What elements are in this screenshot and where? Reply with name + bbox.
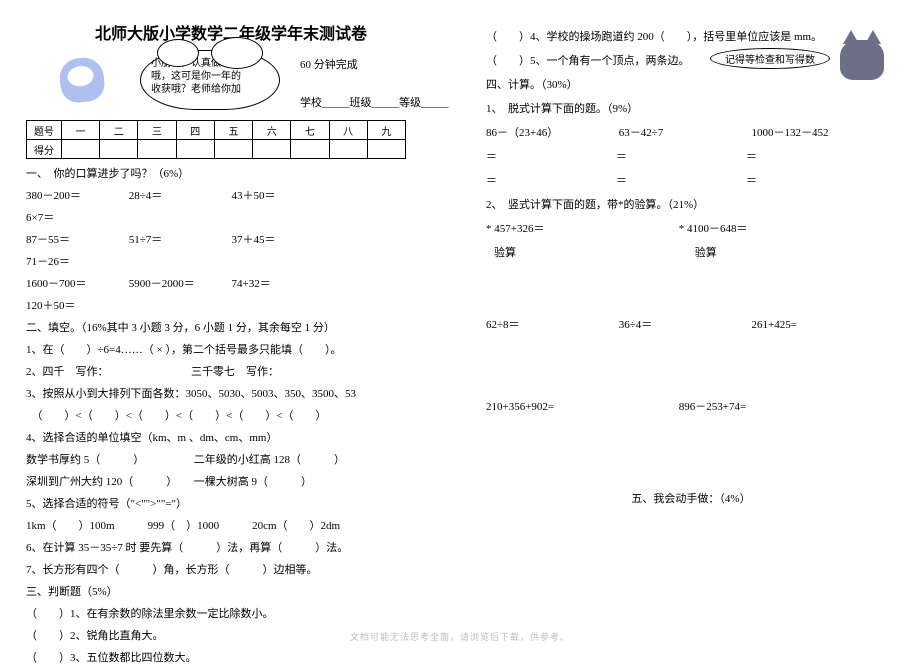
score-col: 一: [62, 121, 100, 140]
calc-row: 6×7＝: [26, 209, 436, 225]
reminder-callout: 记得等检查和写得数: [710, 48, 830, 69]
school-line: 学校_____班级_____等级_____: [300, 94, 449, 110]
expr: 62÷8＝: [486, 316, 616, 332]
score-col: 七: [291, 121, 329, 140]
expr: * 4100－648＝: [679, 220, 869, 236]
cloud-line: 收获哦？老师给你加: [151, 83, 269, 96]
expr: 1000－132－452: [752, 124, 882, 140]
expr-row: 62÷8＝ 36÷4＝ 261+425=: [486, 316, 896, 332]
judge-line: （ ）1、在有余数的除法里余数一定比除数小。: [26, 605, 436, 621]
sub-title: 1、 脱式计算下面的题。（9%）: [486, 100, 896, 116]
expr: 63－42÷7: [619, 124, 749, 140]
calc: 87－55＝: [26, 231, 126, 247]
score-col: 九: [367, 121, 405, 140]
right-column: （ ）4、学校的操场跑道约 200（ ），括号里单位应该是 mm。 （ ）5、一…: [460, 0, 920, 620]
expr: 210+356+902=: [486, 401, 676, 413]
calc: 1600－700＝: [26, 275, 126, 291]
judge-line: （ ）5、一个角有一个顶点，两条边。: [486, 52, 896, 68]
judge-line: （ ）4、学校的操场跑道约 200（ ），括号里单位应该是 mm。: [486, 28, 896, 44]
fill-line: 4、选择合适的单位填空（km、m 、dm、cm、mm）: [26, 429, 436, 445]
score-table: 题号 一 二 三 四 五 六 七 八 九 得分: [26, 120, 406, 159]
check-label: 验算: [494, 244, 684, 260]
fill-line: 5、选择合适的符号（"<"">""="）: [26, 495, 436, 511]
mascot-right-icon: [840, 40, 884, 80]
expr: 261+425=: [752, 319, 882, 331]
fill-line: 3、按照从小到大排列下面各数：3050、5030、5003、350、3500、5…: [26, 385, 436, 401]
sub-title: 2、 竖式计算下面的题，带*的验算。（21%）: [486, 196, 896, 212]
expr-row: * 457+326＝ * 4100－648＝: [486, 220, 896, 236]
section2-title: 二、填空。（16%其中 3 小题 3 分，6 小题 1 分，其余每空 1 分）: [26, 319, 436, 335]
judge-line: （ ）3、五位数都比四位数大。: [26, 649, 436, 665]
expr: 86－（23+46）: [486, 124, 616, 140]
fill-line: 1、在（ ）÷6=4……（ × ），第二个括号最多只能填（ ）。: [26, 341, 436, 357]
expr: * 457+326＝: [486, 220, 676, 236]
calc: 71－26＝: [26, 253, 126, 269]
fill-line: 数学书厚约 5（ ） 二年级的小红高 128（ ）: [26, 451, 436, 467]
score-col: 八: [329, 121, 367, 140]
left-column: 北师大版小学数学二年级学年末测试卷 小朋友，认真做 哦，这可是你一年的 收获哦？…: [0, 0, 460, 620]
footer-note: 文档可能无法思考全面，请浏览后下载，供参考。: [0, 630, 920, 643]
eq-row: ＝＝＝: [486, 172, 896, 188]
expr-row: 210+356+902= 896－253+74=: [486, 398, 896, 414]
expr: 36÷4＝: [619, 316, 749, 332]
cloud-line: 小朋友，认真做: [151, 57, 269, 70]
fill-line: 深圳到广州大约 120（ ） 一棵大树高 9（ ）: [26, 473, 436, 489]
check-label: 验算: [695, 244, 885, 260]
calc: 51÷7＝: [129, 231, 229, 247]
calc: 74+32＝: [232, 275, 332, 291]
calc: 37＋45＝: [232, 231, 332, 247]
calc-row: 380－200＝ 28÷4＝ 43＋50＝: [26, 187, 436, 203]
fill-line: 2、四千 写作： 三千零七 写作：: [26, 363, 436, 379]
calc: 43＋50＝: [232, 187, 332, 203]
expr-row: 86－（23+46） 63－42÷7 1000－132－452: [486, 124, 896, 140]
check-row: 验算 验算: [486, 244, 896, 260]
calc: 6×7＝: [26, 209, 126, 225]
calc: 28÷4＝: [129, 187, 229, 203]
section5-title: 五、我会动手做：（4%）: [486, 490, 896, 506]
fill-line: 6、在计算 35－35÷7 时 要先算（ ）法，再算（ ）法。: [26, 539, 436, 555]
fill-line: （ ）<（ ）<（ ）<（ ）<（ ）<（ ）: [26, 407, 436, 423]
section1-title: 一、 你的口算进步了吗？（6%）: [26, 165, 436, 181]
speech-cloud: 小朋友，认真做 哦，这可是你一年的 收获哦？老师给你加: [140, 50, 280, 110]
calc-row: 87－55＝ 51÷7＝ 37＋45＝: [26, 231, 436, 247]
score-col: 二: [100, 121, 138, 140]
time-limit: 60 分钟完成: [300, 56, 358, 72]
section3-title: 三、判断题（5%）: [26, 583, 436, 599]
score-col: 三: [138, 121, 176, 140]
calc-row: 71－26＝: [26, 253, 436, 269]
section4-title: 四、计算。（30%）: [486, 76, 896, 92]
score-col: 六: [253, 121, 291, 140]
fill-line: 7、长方形有四个（ ）角，长方形（ ）边相等。: [26, 561, 436, 577]
calc-row: 1600－700＝ 5900－2000＝ 74+32＝: [26, 275, 436, 291]
score-head: 题号: [27, 121, 62, 140]
mascot-left-icon: [58, 56, 106, 104]
calc: 380－200＝: [26, 187, 126, 203]
eq-row: ＝＝＝: [486, 148, 896, 164]
expr: 896－253+74=: [679, 398, 869, 414]
calc: 5900－2000＝: [129, 275, 229, 291]
cloud-line: 哦，这可是你一年的: [151, 70, 269, 83]
calc: 120＋50＝: [26, 297, 126, 313]
fill-line: 1km（ ）100m 999（ ）1000 20cm（ ）2dm: [26, 517, 436, 533]
score-col: 五: [214, 121, 252, 140]
score-col: 四: [176, 121, 214, 140]
calc-row: 120＋50＝: [26, 297, 436, 313]
score-row2: 得分: [27, 140, 62, 159]
